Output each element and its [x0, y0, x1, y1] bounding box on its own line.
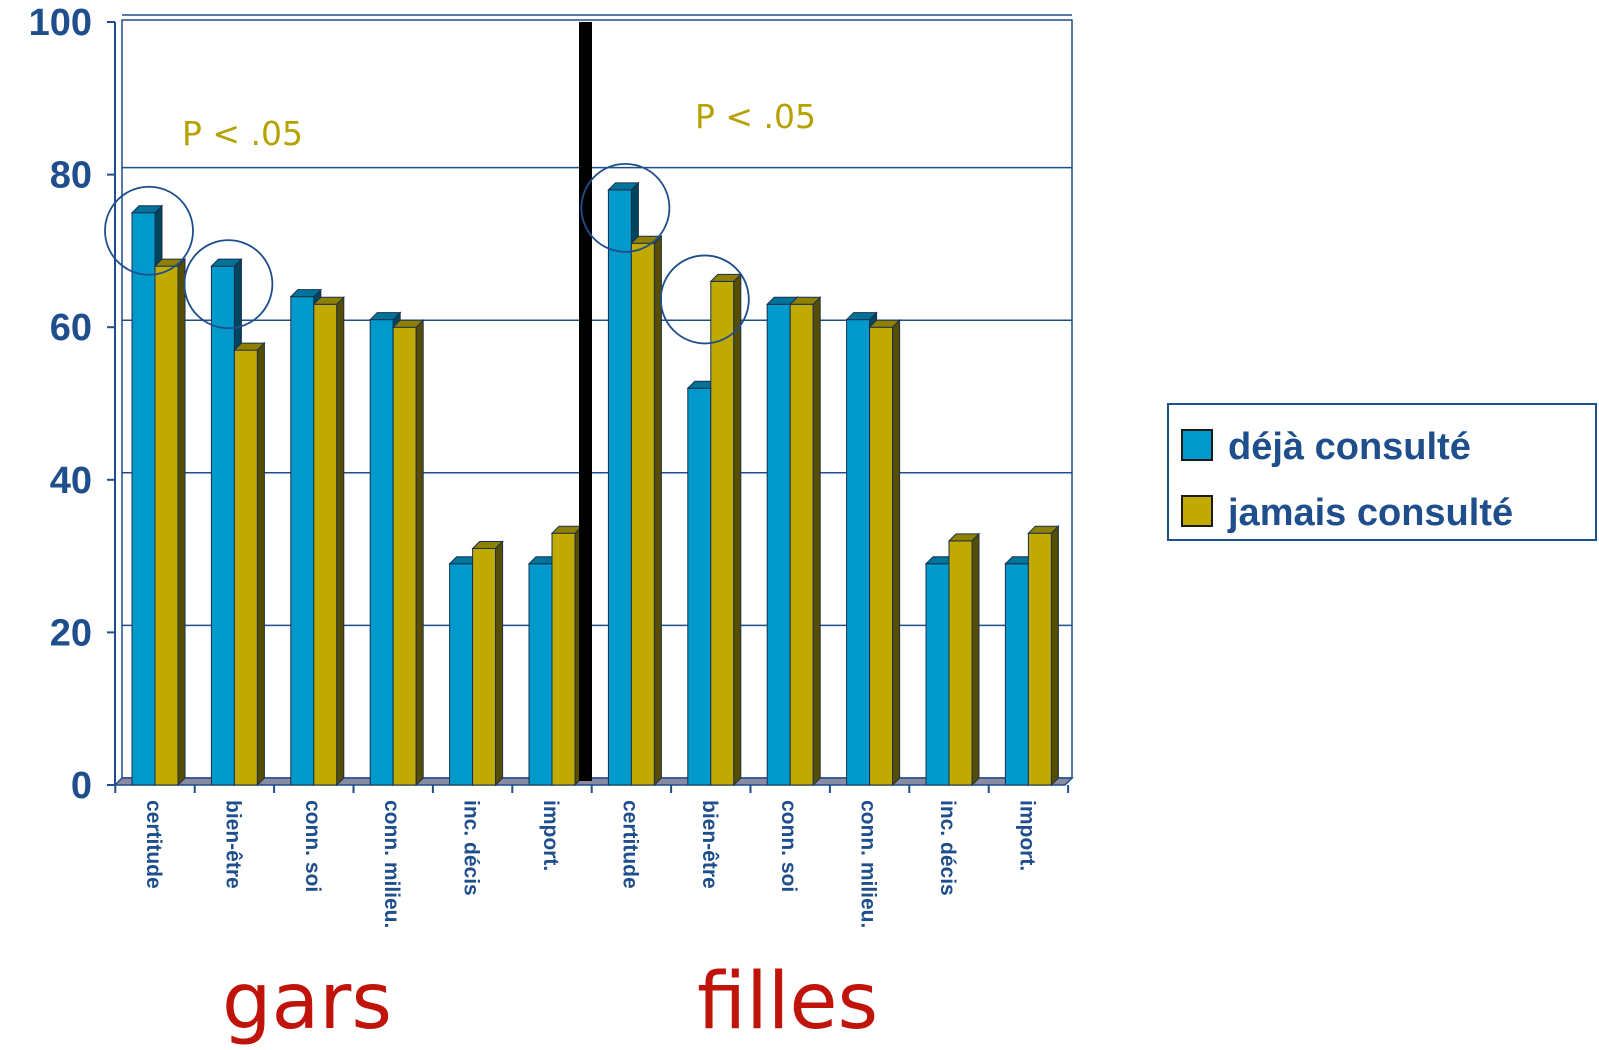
x-tick-label: inc. décis: [936, 800, 959, 896]
x-tick-label: certitude: [142, 800, 165, 889]
highlight-circle: [183, 239, 274, 330]
bar: [1027, 525, 1060, 787]
legend-box: [1167, 403, 1597, 541]
x-tick-label: conn. milieu.: [857, 800, 880, 928]
x-tick-label: certitude: [618, 800, 641, 889]
bar: [233, 341, 266, 787]
bar: [868, 318, 901, 787]
bar: [550, 525, 584, 787]
bar: [153, 257, 187, 787]
highlight-circle: [104, 185, 194, 276]
annotation-gars: P < .05: [182, 114, 303, 153]
highlight-circle: [580, 162, 671, 253]
bar: [709, 273, 743, 787]
x-tick-label: bien-être: [698, 800, 721, 889]
floor: [113, 777, 1074, 786]
y-tick-label: 20: [50, 612, 92, 654]
x-tick-label: conn. milieu.: [380, 800, 403, 928]
axes: [107, 19, 1074, 793]
x-tick-label: inc. décis: [460, 800, 483, 896]
y-tick-label: 100: [29, 2, 92, 44]
y-tick-labels: 0 20 40 60 80 100: [29, 2, 92, 807]
highlight-circle: [659, 254, 750, 345]
highlight-circles: [104, 162, 750, 345]
x-tick-label: import.: [1015, 800, 1038, 871]
x-tick-label: conn. soi: [301, 800, 324, 892]
legend-label-jamais: jamais consulté: [1227, 492, 1513, 534]
y-tick-label: 0: [71, 765, 92, 807]
x-tick-labels: certitude bien-être conn. soi conn. milieu.…: [142, 800, 1038, 928]
group-label-filles: filles: [697, 957, 878, 1047]
y-tick-label: 80: [50, 155, 92, 197]
bar: [471, 540, 504, 787]
group-label-gars: gars: [222, 957, 392, 1047]
bar: [312, 296, 346, 787]
x-tick-label: bien-être: [221, 800, 244, 889]
bar: [391, 318, 425, 787]
bar: [947, 532, 981, 787]
legend-swatch-deja: [1181, 429, 1213, 461]
legend-swatch-jamais: [1181, 495, 1213, 527]
legend: déjà consulté jamais consulté: [1167, 403, 1597, 541]
annotation-filles: P < .05: [695, 97, 816, 136]
group-divider: [579, 22, 592, 781]
y-tick-label: 60: [50, 307, 92, 349]
y-tick-label: 40: [50, 460, 92, 502]
x-tick-label: conn. soi: [777, 800, 800, 892]
gridlines: [122, 14, 1072, 627]
bar: [788, 296, 822, 787]
bars: [130, 181, 1060, 787]
bar: [630, 235, 663, 787]
x-tick-label: import.: [539, 800, 562, 871]
legend-label-deja: déjà consulté: [1228, 426, 1471, 468]
